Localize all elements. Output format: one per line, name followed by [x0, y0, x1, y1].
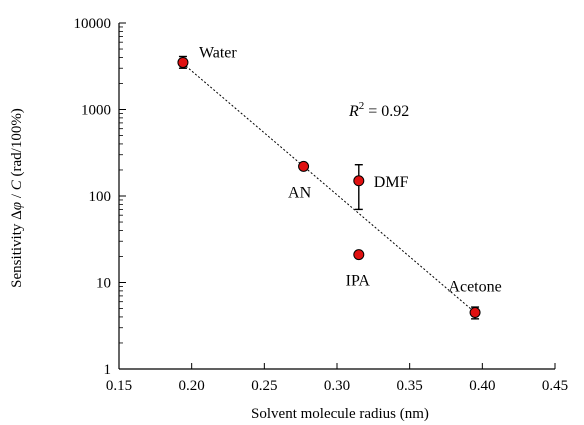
- point-label-dmf: DMF: [374, 174, 409, 191]
- x-axis-ticks: 0.15 0.20 0.25 0.30 0.35 0.40 0.45: [106, 363, 568, 394]
- x-tick-label: 0.20: [179, 378, 205, 394]
- axes-frame: [118, 23, 555, 370]
- y-axis-ticks: 1 10 100 1000 10000: [74, 16, 126, 378]
- y-tick-label: 1000: [81, 103, 111, 119]
- point-label-ipa: IPA: [346, 273, 371, 290]
- x-tick-label: 0.40: [469, 378, 495, 394]
- y-tick-label: 100: [89, 189, 112, 205]
- point-label-an: AN: [288, 184, 312, 201]
- x-tick-label: 0.15: [106, 378, 132, 394]
- fit-line: [182, 63, 476, 313]
- point-label-water: Water: [199, 44, 237, 61]
- x-tick-label: 0.35: [397, 378, 423, 394]
- y-tick-label: 10000: [74, 16, 112, 32]
- y-tick-label: 10: [96, 276, 111, 292]
- data-point-ipa: [353, 249, 365, 261]
- point-label-acetone: Acetone: [448, 278, 501, 295]
- data-point-acetone: [469, 306, 481, 318]
- data-point-an: [298, 160, 310, 172]
- data-points: [177, 55, 481, 320]
- fit-line-group: [182, 63, 476, 313]
- x-axis-label: Solvent molecule radius (nm): [251, 406, 429, 422]
- x-tick-label: 0.45: [542, 378, 568, 394]
- data-point-dmf: [353, 175, 365, 187]
- y-axis-label: Sensitivity Δφ / C (rad/100%): [9, 108, 25, 288]
- y-tick-label: 1: [104, 362, 112, 378]
- x-tick-label: 0.25: [251, 378, 277, 394]
- data-point-water: [177, 56, 189, 68]
- r-squared-annotation: R2 = 0.92: [348, 100, 409, 120]
- point-labels: Water AN DMF IPA Acetone: [199, 44, 502, 295]
- x-tick-label: 0.30: [324, 378, 350, 394]
